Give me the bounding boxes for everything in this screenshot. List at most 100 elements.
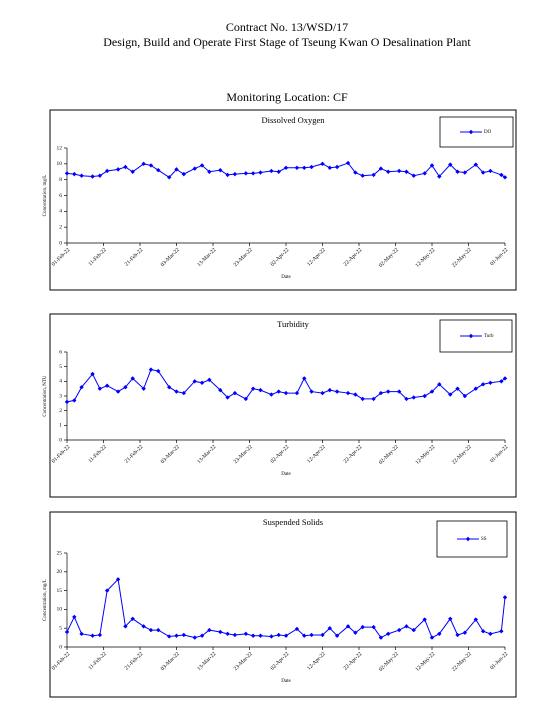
data-point	[327, 626, 332, 631]
data-point	[199, 380, 205, 385]
data-point	[378, 635, 384, 640]
data-point	[371, 172, 376, 178]
data-point	[232, 632, 238, 638]
data-point	[480, 170, 486, 175]
data-point	[327, 387, 332, 393]
data-point	[243, 631, 249, 637]
data-point	[283, 633, 289, 638]
data-point	[294, 626, 300, 632]
y-tick-label: 1	[59, 423, 62, 429]
data-point	[156, 167, 161, 173]
data-point	[174, 389, 179, 394]
data-point	[345, 160, 351, 166]
data-point	[455, 632, 460, 638]
data-point	[130, 169, 135, 174]
data-point	[448, 616, 453, 621]
data-point	[72, 614, 77, 620]
data-point	[422, 393, 427, 399]
data-point	[123, 385, 128, 390]
data-point	[258, 387, 263, 393]
data-point	[141, 624, 146, 629]
data-point	[353, 170, 358, 175]
data-point	[353, 630, 358, 635]
data-point	[104, 383, 110, 388]
data-point	[473, 162, 478, 167]
data-point	[404, 169, 409, 174]
data-point	[207, 627, 212, 633]
data-point	[123, 624, 128, 629]
y-tick-label: 0	[59, 644, 62, 650]
data-point	[276, 632, 281, 638]
data-point	[309, 389, 314, 394]
data-point	[148, 627, 154, 633]
data-point	[269, 168, 274, 174]
x-axis-label: Date	[281, 472, 291, 477]
data-point	[502, 595, 508, 600]
data-point	[480, 382, 486, 387]
data-point	[283, 390, 289, 396]
data-point	[97, 632, 103, 638]
data-point	[90, 633, 95, 638]
data-point	[225, 395, 230, 400]
y-tick-label: 8	[59, 177, 62, 183]
data-point	[167, 634, 172, 639]
data-point	[90, 174, 95, 179]
data-point	[320, 161, 325, 167]
data-point	[174, 167, 179, 172]
data-point	[64, 171, 70, 176]
data-point	[181, 171, 186, 177]
data-point	[141, 161, 146, 167]
data-point	[258, 170, 263, 175]
data-point	[488, 380, 493, 385]
data-point	[79, 631, 84, 637]
data-point	[386, 389, 391, 394]
data-point	[104, 588, 110, 593]
data-point	[455, 169, 460, 174]
location: Monitoring Location: CF	[226, 90, 348, 104]
y-tick-label: 20	[57, 569, 63, 575]
data-point	[72, 398, 77, 403]
data-point	[448, 162, 453, 167]
data-point	[309, 632, 314, 638]
data-point	[269, 392, 274, 397]
data-point	[294, 165, 300, 170]
data-point	[294, 390, 300, 396]
data-point	[243, 396, 249, 402]
data-point	[97, 386, 103, 391]
legend-label: Turb	[484, 334, 494, 339]
data-point	[276, 389, 281, 394]
data-point	[386, 169, 391, 174]
data-point	[302, 633, 307, 638]
y-tick-label: 5	[59, 364, 62, 370]
data-point	[320, 632, 325, 638]
data-point	[386, 631, 391, 637]
data-point	[181, 390, 186, 396]
data-point	[396, 389, 402, 394]
chart-title: Turbidity	[277, 319, 310, 329]
data-point	[462, 630, 468, 635]
data-point	[404, 396, 409, 402]
data-point	[72, 171, 77, 177]
y-tick-label: 15	[57, 588, 63, 594]
y-tick-label: 6	[59, 193, 62, 199]
data-point	[207, 377, 212, 383]
data-point	[156, 368, 161, 374]
data-point	[167, 175, 172, 180]
data-point	[378, 166, 384, 171]
data-point	[243, 171, 249, 176]
data-point	[473, 386, 478, 391]
data-point	[79, 173, 84, 178]
data-point	[309, 164, 314, 170]
data-point	[371, 624, 376, 630]
x-axis-label: Date	[281, 679, 291, 684]
data-point	[250, 171, 256, 176]
y-tick-label: 6	[59, 349, 62, 355]
data-point	[360, 396, 365, 402]
data-point	[225, 631, 230, 637]
y-tick-label: 2	[59, 224, 62, 230]
data-point	[225, 172, 230, 178]
data-point	[104, 168, 110, 174]
data-point	[462, 170, 468, 175]
data-point	[181, 632, 186, 638]
